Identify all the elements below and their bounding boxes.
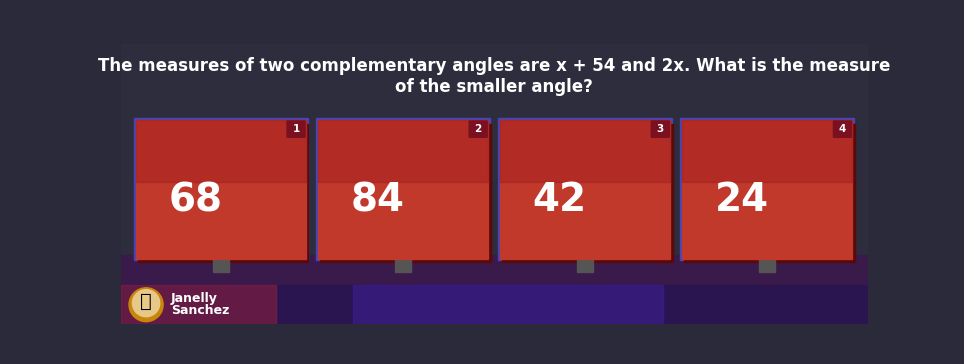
FancyBboxPatch shape: [651, 120, 670, 138]
Bar: [498, 118, 672, 260]
Bar: [320, 124, 491, 262]
Text: 24: 24: [714, 181, 768, 219]
Bar: [682, 120, 852, 182]
Text: of the smaller angle?: of the smaller angle?: [395, 78, 593, 96]
Bar: [684, 124, 855, 262]
Bar: [120, 255, 868, 324]
Text: 2: 2: [474, 124, 482, 134]
Text: 3: 3: [656, 124, 664, 134]
Bar: [120, 44, 868, 255]
Bar: [318, 120, 488, 182]
Bar: [318, 120, 488, 258]
Bar: [502, 124, 673, 262]
Bar: [681, 118, 854, 260]
Text: 68: 68: [169, 181, 223, 219]
FancyBboxPatch shape: [469, 120, 488, 138]
Text: Janelly: Janelly: [171, 292, 218, 305]
Text: Sanchez: Sanchez: [171, 304, 229, 317]
Bar: [395, 258, 411, 272]
Text: 84: 84: [350, 181, 405, 219]
Circle shape: [132, 290, 160, 317]
Bar: [120, 285, 868, 324]
Bar: [138, 124, 308, 262]
Text: 👧: 👧: [140, 292, 152, 311]
FancyBboxPatch shape: [833, 120, 852, 138]
Circle shape: [129, 288, 163, 322]
Bar: [134, 118, 308, 260]
Bar: [500, 120, 670, 182]
Bar: [500, 120, 670, 258]
Bar: [682, 120, 852, 258]
Bar: [316, 118, 490, 260]
Bar: [577, 258, 593, 272]
Bar: [353, 285, 663, 324]
Bar: [120, 285, 276, 324]
Bar: [136, 120, 307, 182]
FancyBboxPatch shape: [286, 120, 306, 138]
Bar: [760, 258, 775, 272]
Bar: [136, 120, 307, 258]
Text: 42: 42: [532, 181, 587, 219]
Text: The measures of two complementary angles are x + 54 and 2x. What is the measure: The measures of two complementary angles…: [98, 57, 890, 75]
Bar: [213, 258, 228, 272]
Text: 4: 4: [839, 124, 846, 134]
Text: 1: 1: [292, 124, 300, 134]
Bar: [120, 293, 868, 324]
